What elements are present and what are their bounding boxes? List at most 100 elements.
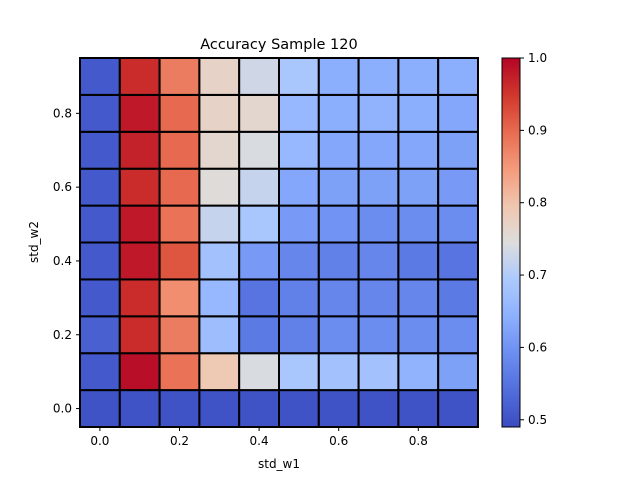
heatmap-cell: [238, 278, 280, 318]
heatmap-cell: [118, 278, 161, 318]
y-tick-label: 0.2: [53, 328, 72, 342]
heatmap-cell: [317, 93, 360, 133]
heatmap-cell: [198, 315, 241, 355]
heatmap-cell: [437, 204, 480, 244]
colorbar: [501, 57, 521, 428]
heatmap-cell: [198, 57, 241, 96]
heatmap-cell: [397, 57, 440, 96]
heatmap-cells: [79, 57, 480, 429]
heatmap-cell: [357, 315, 400, 355]
heatmap-cell: [437, 352, 480, 392]
heatmap-cell: [317, 57, 360, 96]
x-tick-label: 0.6: [329, 434, 348, 448]
y-tick-label: 0.4: [53, 254, 72, 268]
heatmap-cell: [437, 93, 480, 133]
heatmap-cell: [278, 204, 320, 244]
y-tick-label: 0.0: [53, 402, 72, 416]
heatmap-cell: [158, 315, 201, 355]
colorbar-tick-label: 0.7: [528, 268, 547, 282]
y-axis-label: std_w2: [27, 221, 41, 263]
colorbar-tick-label: 0.5: [528, 413, 547, 427]
heatmap-cell: [397, 93, 440, 133]
heatmap-cell: [118, 167, 161, 207]
heatmap-cell: [158, 167, 201, 207]
plot-frame: [79, 57, 479, 428]
heatmap-cell: [397, 352, 440, 392]
heatmap-cell: [118, 130, 161, 170]
heatmap-cell: [238, 241, 280, 281]
heatmap-cell: [158, 57, 201, 96]
heatmap-cell: [278, 278, 320, 318]
heatmap-cell: [198, 204, 241, 244]
heatmap-cell: [79, 130, 121, 170]
heatmap-cell: [278, 93, 320, 133]
colorbar-tick-label: 0.9: [528, 123, 547, 137]
heatmap-cell: [238, 167, 280, 207]
heatmap-cell: [357, 130, 400, 170]
heatmap-cell: [437, 130, 480, 170]
y-tick-label: 0.8: [53, 106, 72, 120]
x-axis-label: std_w1: [258, 457, 300, 471]
colorbar-tick-label: 1.0: [528, 51, 547, 65]
heatmap-cell: [79, 278, 121, 318]
heatmap-cell: [118, 93, 161, 133]
x-tick-label: 0.8: [409, 434, 428, 448]
heatmap-cell: [437, 315, 480, 355]
heatmap-cell: [158, 389, 201, 429]
heatmap-cell: [397, 278, 440, 318]
heatmap-cell: [238, 130, 280, 170]
heatmap-cell: [397, 389, 440, 429]
heatmap-cell: [357, 167, 400, 207]
heatmap-cell: [79, 93, 121, 133]
colorbar-axis: 0.5 0.6 0.7 0.8 0.9 1.0: [520, 51, 547, 427]
heatmap-cell: [238, 315, 280, 355]
x-tick-label: 0.2: [170, 434, 189, 448]
heatmap-cell: [397, 315, 440, 355]
heatmap-cell: [437, 278, 480, 318]
heatmap-cell: [437, 167, 480, 207]
heatmap-cell: [198, 167, 241, 207]
heatmap-cell: [118, 57, 161, 96]
heatmap-cell: [118, 389, 161, 429]
heatmap-cell: [118, 315, 161, 355]
heatmap-cell: [397, 167, 440, 207]
heatmap-cell: [317, 204, 360, 244]
heatmap-cell: [397, 130, 440, 170]
heatmap-cell: [357, 278, 400, 318]
heatmap-cell: [158, 278, 201, 318]
heatmap-cell: [437, 389, 480, 429]
x-tick-label: 0.0: [90, 434, 109, 448]
heatmap-cell: [198, 93, 241, 133]
heatmap-cell: [357, 241, 400, 281]
heatmap-cell: [278, 241, 320, 281]
y-axis: 0.0 0.2 0.4 0.6 0.8: [53, 106, 80, 416]
heatmap-cell: [198, 352, 241, 392]
heatmap-cell: [278, 167, 320, 207]
heatmap-cell: [357, 352, 400, 392]
heatmap-cell: [317, 389, 360, 429]
heatmap-cell: [118, 204, 161, 244]
heatmap-cell: [158, 130, 201, 170]
heatmap-cell: [357, 57, 400, 96]
heatmap-cell: [198, 278, 241, 318]
heatmap-cell: [238, 352, 280, 392]
heatmap-cell: [317, 130, 360, 170]
heatmap-cell: [198, 241, 241, 281]
heatmap-cell: [158, 204, 201, 244]
heatmap-cell: [278, 352, 320, 392]
heatmap-cell: [79, 389, 121, 429]
heatmap-cell: [317, 167, 360, 207]
heatmap-cell: [238, 204, 280, 244]
heatmap-cell: [357, 204, 400, 244]
heatmap-cell: [397, 241, 440, 281]
heatmap-cell: [158, 352, 201, 392]
heatmap-cell: [317, 241, 360, 281]
heatmap-cell: [437, 241, 480, 281]
heatmap-cell: [238, 93, 280, 133]
heatmap-cell: [238, 389, 280, 429]
colorbar-tick-label: 0.8: [528, 196, 547, 210]
chart-title: Accuracy Sample 120: [200, 37, 357, 53]
heatmap-cell: [437, 57, 480, 96]
heatmap-cell: [278, 57, 320, 96]
